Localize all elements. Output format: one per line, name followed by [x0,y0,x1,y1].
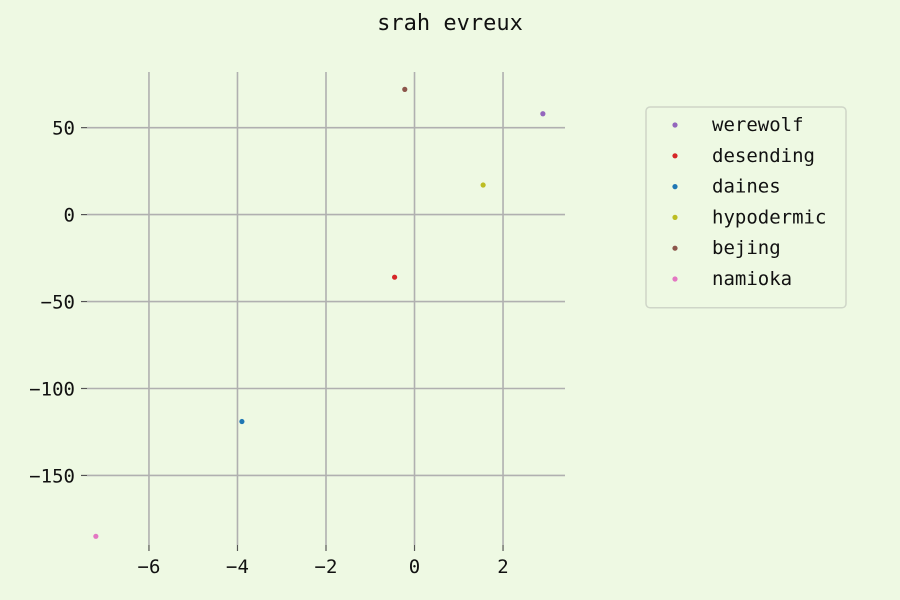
legend-marker-namioka [672,276,678,282]
legend-label-bejing: bejing [712,237,781,259]
legend-label-desending: desending [712,145,815,167]
legend-marker-daines [672,184,678,190]
data-point-daines [239,418,245,425]
legend-marker-werewolf [672,122,678,128]
data-point-bejing [402,86,408,92]
legend-marker-bejing [672,245,678,251]
grid-lines [87,72,565,545]
data-point-werewolf [540,111,546,117]
legend-marker-hypodermic [672,214,678,220]
data-point-namioka [93,533,99,539]
y-tick-label: −150 [29,465,75,487]
x-tick-label: −4 [226,556,249,578]
x-tick-label: 2 [497,556,508,578]
y-tick-label: −100 [29,378,75,400]
y-tick-label: −50 [41,292,75,314]
axis-ticks: −6 −4 −2 0 2 50 0 −50 −100 −150 [29,118,509,578]
x-tick-label: 0 [409,556,420,578]
data-point-hypodermic [480,182,486,188]
x-tick-label: −2 [315,556,338,578]
data-point-desending [392,274,398,280]
chart-title: srah evreux [377,11,523,36]
x-tick-label: −6 [138,556,161,578]
legend: werewolf desending daines hypodermic bejing n… [645,106,847,309]
legend-label-daines: daines [712,176,781,198]
y-tick-label: 0 [64,205,75,227]
legend-label-namioka: namioka [712,268,792,290]
legend-label-hypodermic: hypodermic [712,206,826,228]
legend-box [645,106,847,309]
legend-marker-desending [672,153,678,159]
y-tick-label: 50 [52,118,75,140]
legend-label-werewolf: werewolf [712,114,804,136]
data-points [93,86,546,539]
